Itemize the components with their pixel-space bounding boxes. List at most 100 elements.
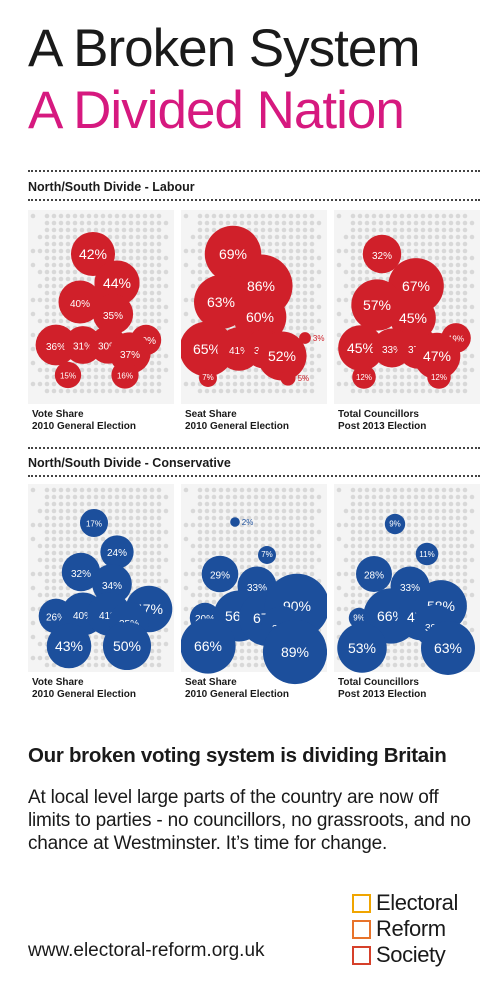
panel-caption-line-1: Vote Share — [32, 677, 84, 688]
map-dot — [448, 248, 454, 254]
map-dot — [406, 388, 412, 394]
map-dot — [121, 227, 127, 233]
map-dot — [149, 374, 155, 380]
map-dot — [65, 522, 71, 528]
map-dot — [107, 487, 113, 493]
map-dot — [399, 374, 405, 380]
map-dot — [385, 557, 391, 563]
map-dot — [378, 220, 384, 226]
map-dot — [72, 487, 78, 493]
map-dot — [427, 571, 433, 577]
map-dot — [58, 543, 64, 549]
map-dot — [448, 557, 454, 563]
map-dot — [135, 487, 141, 493]
map-dot — [93, 543, 99, 549]
map-dot — [455, 234, 461, 240]
map-dot — [406, 234, 412, 240]
map-dot — [434, 311, 440, 317]
map-dot — [86, 367, 92, 373]
map-dot — [183, 213, 189, 219]
map-dot — [149, 360, 155, 366]
map-dot — [406, 374, 412, 380]
map-dot — [114, 522, 120, 528]
map-dot — [51, 297, 57, 303]
map-dot — [204, 536, 210, 542]
map-dot — [434, 227, 440, 233]
map-dot — [72, 227, 78, 233]
website-url[interactable]: www.electoral-reform.org.uk — [28, 940, 265, 961]
map-dot — [455, 220, 461, 226]
map-dot — [51, 367, 57, 373]
map-dot — [448, 269, 454, 275]
bubble-label: 32% — [71, 569, 91, 580]
map-dot — [135, 557, 141, 563]
map-dot — [357, 262, 363, 268]
map-dot — [350, 283, 356, 289]
map-dot — [156, 318, 162, 324]
conservative-councillors-panel: 9%11%28%33%9%66%47%58%39%53%63% Total Co… — [334, 484, 480, 710]
map-dot — [204, 522, 210, 528]
map-dot — [350, 536, 356, 542]
map-dot — [357, 248, 363, 254]
map-dot — [121, 248, 127, 254]
map-dot — [462, 487, 468, 493]
map-dot — [86, 276, 92, 282]
map-dot — [399, 655, 405, 661]
map-dot — [246, 515, 252, 521]
map-dot — [357, 494, 363, 500]
map-dot — [197, 248, 203, 254]
map-dot — [65, 227, 71, 233]
map-dot — [51, 318, 57, 324]
map-dot — [44, 297, 50, 303]
map-dot — [44, 578, 50, 584]
map-dot — [79, 543, 85, 549]
map-dot — [51, 227, 57, 233]
map-dot — [156, 508, 162, 514]
map-dot — [371, 388, 377, 394]
map-dot — [371, 494, 377, 500]
map-dot — [274, 543, 280, 549]
map-dot — [72, 269, 78, 275]
map-dot — [121, 529, 127, 535]
map-dot — [420, 564, 426, 570]
map-dot — [350, 543, 356, 549]
map-dot — [378, 367, 384, 373]
map-dot — [107, 220, 113, 226]
map-dot — [392, 374, 398, 380]
logo-text-line-1: Electoral — [376, 890, 458, 915]
map-dot — [441, 248, 447, 254]
map-dot — [190, 234, 196, 240]
map-dot — [288, 557, 294, 563]
map-dot — [281, 508, 287, 514]
map-dot — [413, 508, 419, 514]
bubble-label: 29% — [210, 571, 230, 582]
map-dot — [399, 662, 405, 668]
map-dot — [190, 248, 196, 254]
map-dot — [302, 529, 308, 535]
map-dot — [448, 241, 454, 247]
map-dot — [357, 557, 363, 563]
map-dot — [336, 487, 342, 493]
map-dot — [204, 234, 210, 240]
ers-logo: Electoral Reform Society — [352, 890, 458, 968]
map-dot — [79, 501, 85, 507]
map-dot — [246, 388, 252, 394]
map-dot — [364, 227, 370, 233]
bubble-label: 52% — [268, 348, 296, 364]
map-dot — [239, 213, 245, 219]
map-dot — [267, 522, 273, 528]
map-dot — [93, 494, 99, 500]
map-dot — [197, 578, 203, 584]
map-dot — [51, 536, 57, 542]
map-dot — [350, 557, 356, 563]
map-dot — [357, 487, 363, 493]
bubble-label: 5% — [298, 374, 310, 383]
map-dot — [309, 290, 315, 296]
map-dot — [156, 325, 162, 331]
map-dot — [93, 536, 99, 542]
map-dot — [288, 564, 294, 570]
map-bubble-chart: 69%86%63%60%3%65%41%33%52%7%5% — [181, 210, 327, 404]
map-dot — [295, 241, 301, 247]
map-dot — [434, 234, 440, 240]
map-dot — [246, 641, 252, 647]
